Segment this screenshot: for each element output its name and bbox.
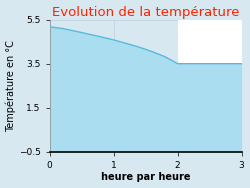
Bar — [178, 20, 242, 64]
Y-axis label: Température en °C: Température en °C — [6, 40, 16, 132]
X-axis label: heure par heure: heure par heure — [101, 172, 190, 182]
Title: Evolution de la température: Evolution de la température — [52, 6, 240, 19]
